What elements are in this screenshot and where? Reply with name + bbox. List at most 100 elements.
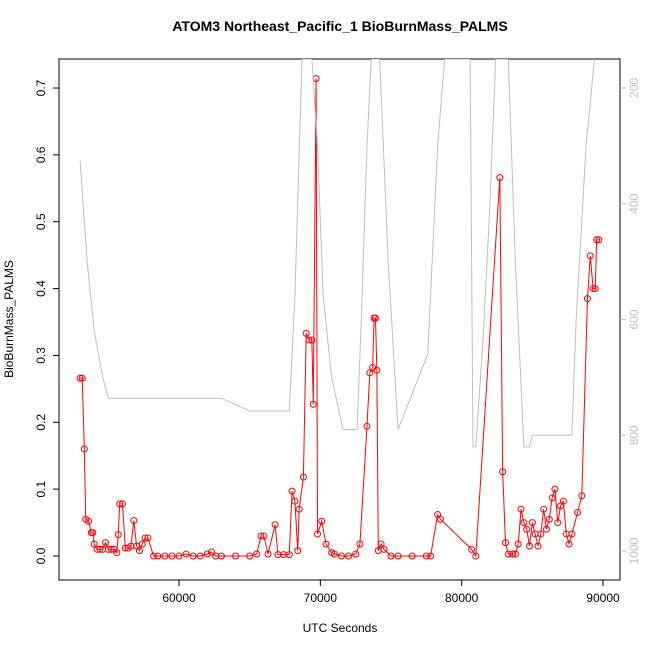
data-point (85, 517, 93, 525)
y2-tick-label: 1000 (627, 537, 641, 564)
y2-tick-label: 800 (627, 425, 641, 445)
series-line (80, 78, 599, 558)
data-point (118, 500, 126, 508)
data-point (394, 552, 402, 560)
data-point (366, 369, 374, 377)
data-point (90, 540, 98, 548)
data-point (586, 252, 594, 260)
data-point (523, 525, 531, 533)
x-axis-label: UTC Seconds (303, 621, 378, 635)
data-point (559, 497, 567, 505)
data-point (363, 422, 371, 430)
data-point (501, 539, 509, 547)
data-point (161, 552, 169, 560)
data-point (232, 552, 240, 560)
y-tick-label: 0.2 (34, 414, 48, 431)
chart-title: ATOM3 Northeast_Pacific_1 BioBurnMass_PA… (172, 18, 507, 34)
data-point (144, 534, 152, 542)
data-point (154, 552, 162, 560)
y-tick-label: 0.4 (34, 280, 48, 297)
data-point (422, 552, 430, 560)
x-tick-label: 70000 (304, 591, 338, 605)
data-point (568, 530, 576, 538)
data-point (526, 542, 534, 550)
data-point (528, 519, 536, 527)
data-point (583, 295, 591, 303)
data-point (168, 552, 176, 560)
series-line (79, 59, 596, 448)
data-point (246, 552, 254, 560)
data-point (302, 329, 310, 337)
data-point (380, 545, 388, 553)
data-point (203, 550, 211, 558)
data-point (377, 540, 385, 548)
data-point (593, 236, 601, 244)
data-point (468, 545, 476, 553)
data-point (257, 532, 265, 540)
data-point (338, 552, 346, 560)
data-point (76, 374, 84, 382)
data-point (80, 445, 88, 453)
data-point (107, 545, 115, 553)
data-point (78, 374, 86, 382)
data-point (308, 336, 316, 344)
data-point (356, 540, 364, 548)
y-tick-label: 0.0 (34, 547, 48, 564)
data-point (551, 485, 559, 493)
data-point (89, 529, 97, 537)
data-point (253, 550, 261, 558)
data-point (540, 505, 548, 513)
data-point (318, 517, 326, 525)
data-point (545, 515, 553, 523)
data-point (314, 530, 322, 538)
y-tick-label: 0.1 (34, 480, 48, 497)
data-point (116, 500, 124, 508)
data-point (520, 519, 528, 527)
data-point (589, 285, 597, 293)
data-point (537, 530, 545, 538)
data-point (305, 336, 313, 344)
data-point (285, 551, 293, 559)
data-point (299, 473, 307, 481)
data-point (509, 550, 517, 558)
data-point (175, 552, 183, 560)
data-point (504, 550, 512, 558)
x-tick-label: 60000 (162, 591, 196, 605)
data-point (96, 545, 104, 553)
data-point (499, 468, 507, 476)
data-point (554, 519, 562, 527)
data-point (373, 366, 381, 374)
data-point (514, 540, 522, 548)
y-tick-label: 0.6 (34, 146, 48, 163)
data-point (196, 552, 204, 560)
data-point (260, 532, 268, 540)
data-point (264, 550, 272, 558)
data-point (135, 547, 143, 555)
data-point (217, 552, 225, 560)
data-point (322, 540, 330, 548)
data-point (408, 552, 416, 560)
data-point (548, 494, 556, 502)
data-point (271, 521, 279, 529)
y-tick-label: 0.7 (34, 79, 48, 96)
data-point (294, 547, 302, 555)
data-point (542, 525, 550, 533)
plot-area (76, 59, 603, 560)
data-point (130, 517, 138, 525)
data-point (141, 534, 149, 542)
data-point (595, 236, 603, 244)
x-tick-label: 90000 (586, 591, 620, 605)
data-point (472, 552, 480, 560)
data-point (387, 552, 395, 560)
data-point (574, 509, 582, 517)
data-point (288, 487, 296, 495)
data-point (517, 505, 525, 513)
data-point (138, 540, 146, 548)
data-point (578, 492, 586, 500)
data-point (291, 497, 299, 505)
data-point (102, 539, 110, 547)
y2-tick-label: 600 (627, 309, 641, 329)
data-point (352, 550, 360, 558)
data-point (208, 548, 216, 556)
